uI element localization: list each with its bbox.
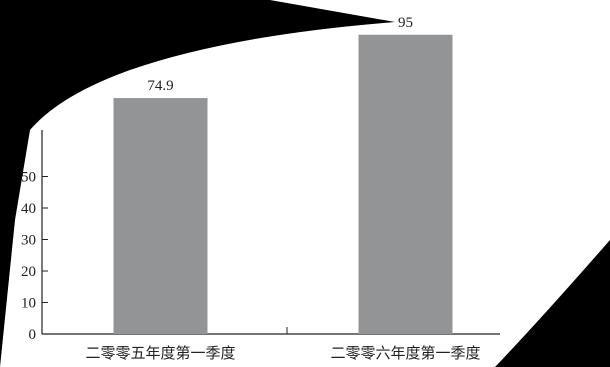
data-label: 95 [398,15,413,31]
y-tick-label: 40 [21,201,36,217]
y-tick-label: 10 [21,296,36,312]
category-label: 二零零六年度第一季度 [330,344,480,362]
y-tick-label: 20 [21,264,36,280]
y-tick-label: 30 [21,233,36,249]
y-tick-label: 50 [21,170,36,186]
bar [113,98,208,334]
y-tick-label: 0 [29,327,37,343]
plot-area: 0 10 20 30 40 50 74.9 二零零五年度第一季度 95 二零零六年度第一季度 [21,15,500,362]
category-label: 二零零五年度第一季度 [85,344,235,362]
data-label: 74.9 [147,78,173,94]
bar [358,34,453,334]
